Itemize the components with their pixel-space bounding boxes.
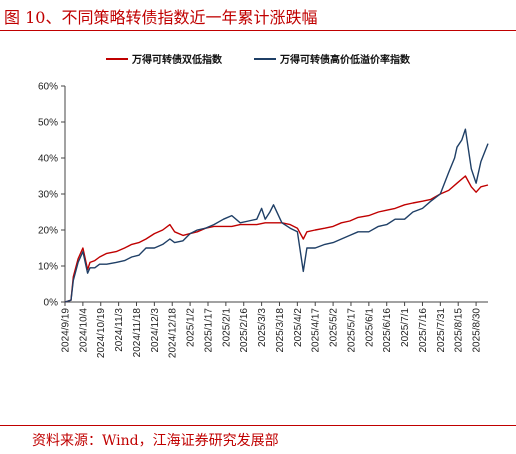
figure-title: 图 10、不同策略转债指数近一年累计涨跌幅 bbox=[4, 8, 318, 27]
x-tick-label: 2024/10/4 bbox=[78, 308, 89, 353]
chart-series bbox=[64, 128, 489, 303]
x-tick-label: 2025/2/1 bbox=[221, 308, 232, 347]
x-tick-label: 2025/6/1 bbox=[364, 308, 375, 347]
x-tick-label: 2025/1/2 bbox=[186, 308, 197, 347]
chart-legend: 万得可转债双低指数 万得可转债高价低溢价率指数 bbox=[106, 53, 411, 66]
legend-label-series-2: 万得可转债高价低溢价率指数 bbox=[279, 53, 411, 66]
x-tick-label: 2024/10/19 bbox=[96, 308, 107, 358]
x-tick-label: 2025/1/17 bbox=[203, 308, 214, 353]
x-tick-label: 2025/3/3 bbox=[257, 308, 268, 347]
x-tick-label: 2025/7/1 bbox=[400, 308, 411, 347]
source-note: 资料来源：Wind，江海证券研究发展部 bbox=[32, 433, 279, 449]
x-tick-label: 2024/11/3 bbox=[114, 308, 125, 352]
x-tick-label: 2025/7/31 bbox=[436, 308, 447, 353]
series-line-2 bbox=[64, 128, 489, 303]
y-tick-label: 50% bbox=[38, 118, 58, 129]
x-tick-label: 2025/4/2 bbox=[293, 308, 304, 347]
x-tick-label: 2025/7/16 bbox=[418, 308, 429, 353]
y-tick-label: 0% bbox=[44, 298, 59, 309]
x-tick-label: 2025/8/15 bbox=[454, 308, 465, 353]
x-tick-label: 2025/5/17 bbox=[346, 308, 357, 353]
x-tick-label: 2025/3/18 bbox=[275, 308, 286, 353]
y-tick-label: 30% bbox=[38, 190, 58, 201]
line-chart: 万得可转债双低指数 万得可转债高价低溢价率指数 0% 10% 20% 30% 40% 50… bbox=[38, 53, 489, 358]
y-tick-label: 10% bbox=[38, 262, 58, 273]
x-tick-label: 2025/6/16 bbox=[382, 308, 393, 353]
chart-axes: 0% 10% 20% 30% 40% 50% 60% 2024/9/19 2024/10/4 20… bbox=[38, 82, 488, 358]
source-divider bbox=[0, 425, 516, 426]
x-tick-label: 2024/12/18 bbox=[168, 308, 179, 358]
x-tick-label: 2024/11/18 bbox=[132, 308, 143, 358]
y-tick-label: 60% bbox=[38, 82, 58, 93]
x-tick-label: 2025/8/30 bbox=[472, 308, 483, 353]
x-tick-label: 2024/12/3 bbox=[150, 308, 161, 353]
y-tick-label: 40% bbox=[38, 154, 58, 165]
y-tick-label: 20% bbox=[38, 226, 58, 237]
x-tick-label: 2025/4/17 bbox=[311, 308, 322, 353]
x-tick-label: 2024/9/19 bbox=[61, 308, 72, 353]
series-line-1 bbox=[64, 175, 489, 303]
x-tick-label: 2025/5/2 bbox=[329, 308, 340, 347]
x-tick-label: 2025/2/16 bbox=[239, 308, 250, 353]
title-divider bbox=[0, 30, 516, 31]
legend-label-series-1: 万得可转债双低指数 bbox=[131, 53, 223, 66]
